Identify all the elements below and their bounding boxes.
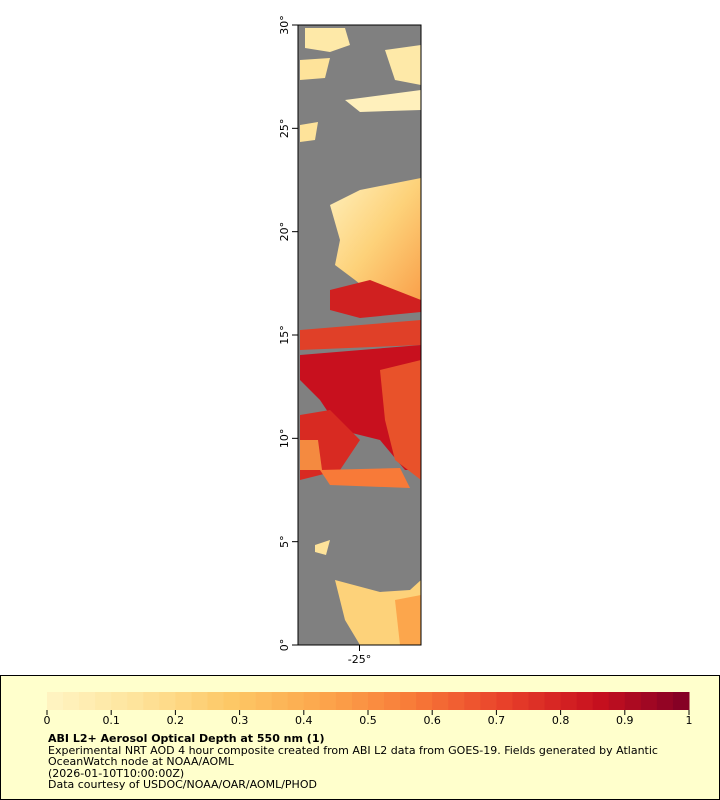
colorbar-cell [512, 692, 529, 710]
colorbar-tick-label: 0.5 [359, 714, 377, 727]
lat-tick-label: 15° [278, 325, 291, 345]
colorbar-tick-label: 0.4 [295, 714, 313, 727]
colorbar-cell [496, 692, 513, 710]
colorbar-cell [95, 692, 112, 710]
colorbar-cell [319, 692, 337, 710]
colorbar-tick-label: 0.7 [488, 714, 506, 727]
colorbar-cell [480, 692, 497, 710]
lat-tick-label: 5° [278, 535, 291, 548]
colorbar-cell [223, 692, 241, 710]
colorbar-cell [271, 692, 289, 710]
colorbar-cell [416, 692, 433, 710]
colorbar-cell [335, 692, 353, 710]
colorbar-cell [656, 692, 674, 710]
colorbar-cell [544, 692, 562, 710]
lat-tick-label: 30° [278, 15, 291, 35]
colorbar-cell [207, 692, 225, 710]
colorbar-cell [303, 692, 321, 710]
lat-tick-label: 20° [278, 222, 291, 242]
colorbar-cell [191, 692, 208, 710]
colorbar-cell [287, 692, 305, 710]
colorbar-cell [159, 692, 176, 710]
legend-line: Experimental NRT AOD 4 hour composite cr… [48, 744, 658, 757]
colorbar-cell [351, 692, 369, 710]
legend-line: OceanWatch node at NOAA/AOML [48, 755, 235, 768]
lon-tick-label: -25° [348, 653, 371, 666]
colorbar-cell [640, 692, 658, 710]
colorbar-cell [175, 692, 192, 710]
colorbar-cell [576, 692, 594, 710]
colorbar-cell [624, 692, 642, 710]
map-field [298, 25, 421, 645]
colorbar-cell [528, 692, 546, 710]
lat-tick-label: 10° [278, 429, 291, 449]
colorbar-cell [384, 692, 401, 710]
colorbar-tick-label: 0 [44, 714, 51, 727]
colorbar-cell [400, 692, 417, 710]
colorbar-cell [143, 692, 160, 710]
lat-tick-label: 0° [278, 639, 291, 652]
colorbar-cell [560, 692, 578, 710]
colorbar-cell [608, 692, 626, 710]
colorbar-cell [448, 692, 465, 710]
colorbar-cell [63, 692, 80, 710]
legend-line: (2026-01-10T10:00:00Z) [48, 767, 184, 780]
colorbar-tick-label: 0.1 [102, 714, 120, 727]
colorbar-cell [368, 692, 385, 710]
colorbar-cell [672, 692, 690, 710]
colorbar-cell [432, 692, 449, 710]
colorbar-tick-label: 1 [686, 714, 693, 727]
legend-title: ABI L2+ Aerosol Optical Depth at 550 nm … [48, 732, 325, 745]
colorbar-cell [592, 692, 610, 710]
colorbar-tick-label: 0.6 [423, 714, 441, 727]
colorbar-cell [79, 692, 96, 710]
colorbar-cell [255, 692, 273, 710]
colorbar-cell [127, 692, 144, 710]
colorbar-tick-label: 0.2 [167, 714, 185, 727]
colorbar-tick-label: 0.3 [231, 714, 249, 727]
colorbar-cell [464, 692, 481, 710]
colorbar-cell [47, 692, 64, 710]
colorbar-tick-label: 0.9 [616, 714, 634, 727]
legend-line: Data courtesy of USDOC/NOAA/OAR/AOML/PHO… [48, 778, 317, 791]
colorbar-tick-label: 0.8 [552, 714, 570, 727]
colorbar-cell [239, 692, 257, 710]
colorbar-cell [111, 692, 128, 710]
lat-tick-label: 25° [278, 119, 291, 139]
